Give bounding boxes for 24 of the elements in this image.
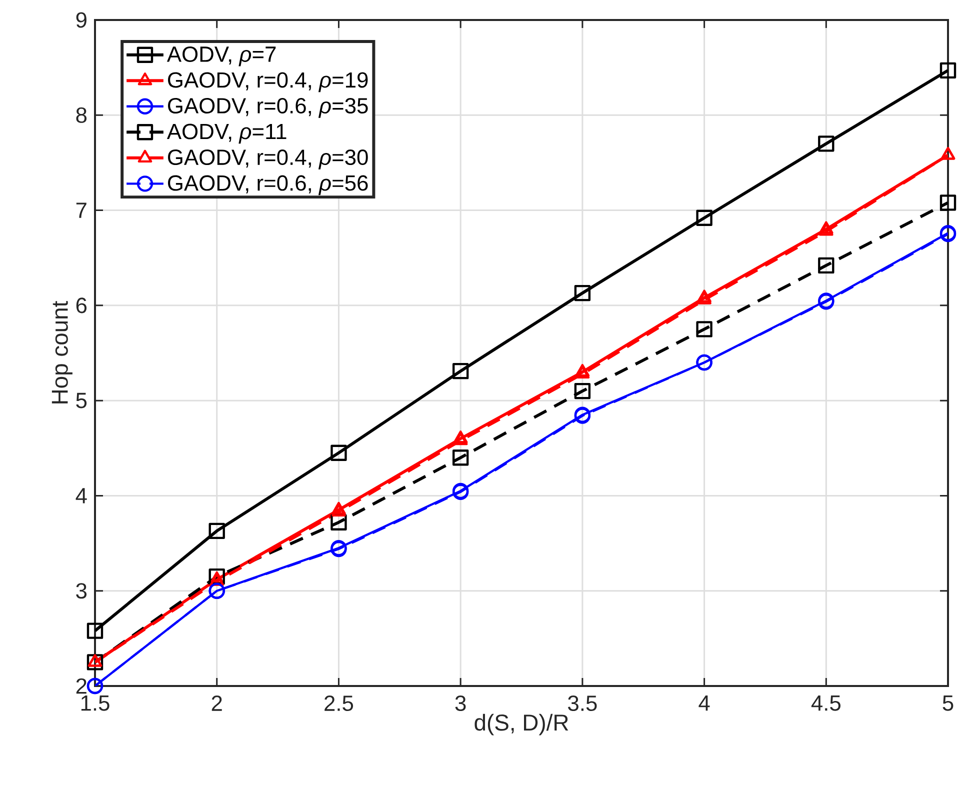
- legend-label: AODV, ρ=7: [166, 46, 276, 66]
- x-tick-label: 2: [212, 696, 222, 711]
- x-axis-title: d(S, D)/R: [474, 714, 568, 736]
- legend-label: GAODV, r=0.6, ρ=56: [168, 175, 368, 196]
- x-tick-label: 2.5: [324, 696, 354, 712]
- y-tick-label: 3: [76, 583, 87, 599]
- legend-label: AODV, ρ=11: [166, 124, 286, 144]
- x-tick-label: 3: [455, 696, 466, 712]
- y-axis-title: Hop count: [52, 300, 72, 404]
- y-tick-label: 7: [76, 202, 86, 218]
- x-tick-label: 4.5: [811, 696, 840, 711]
- legend-label: GAODV, r=0.4, ρ=30: [168, 150, 368, 170]
- y-tick-label: 5: [76, 392, 87, 408]
- y-tick-label: 9: [76, 12, 86, 28]
- x-tick-label: 1.5: [81, 696, 110, 711]
- x-tick-label: 5: [942, 696, 954, 711]
- x-tick-label: 4: [698, 696, 710, 711]
- y-tick-label: 8: [76, 107, 87, 123]
- x-tick-label: 3.5: [568, 696, 597, 712]
- y-tick-label: 4: [76, 488, 87, 504]
- y-tick-label: 2: [76, 678, 86, 694]
- legend-label: GAODV, r=0.6, ρ=35: [168, 98, 368, 118]
- legend-label: GAODV, r=0.4, ρ=19: [168, 72, 368, 92]
- y-tick-label: 6: [76, 298, 87, 314]
